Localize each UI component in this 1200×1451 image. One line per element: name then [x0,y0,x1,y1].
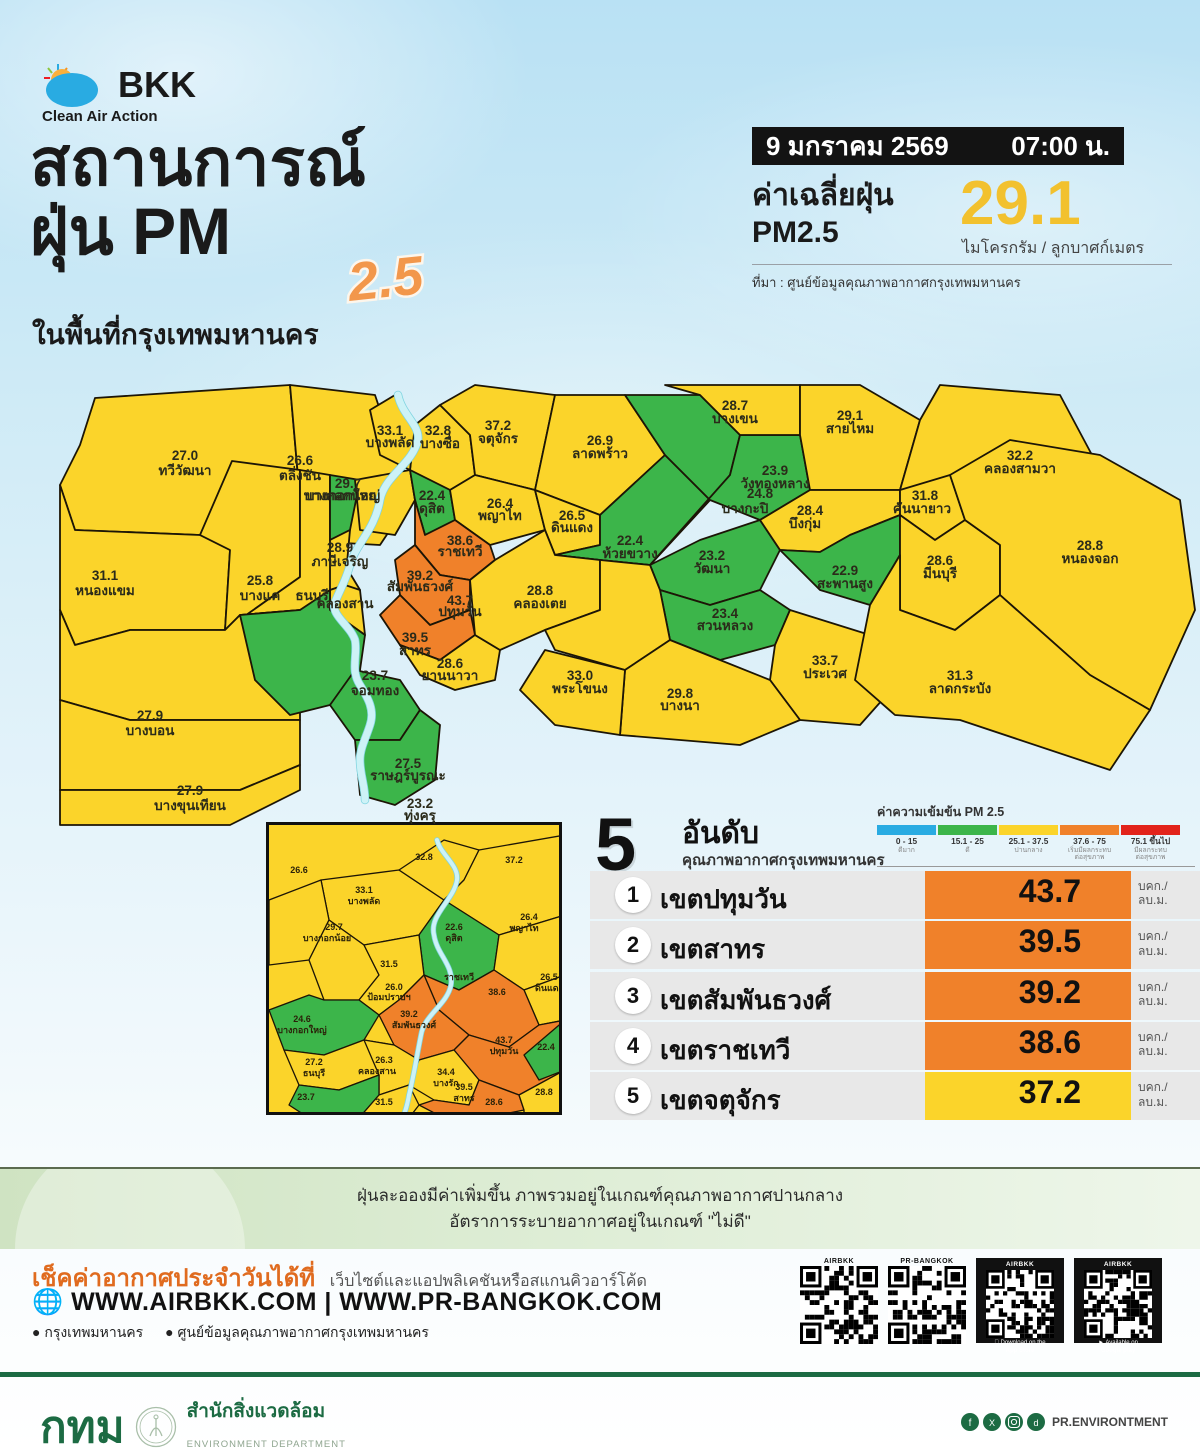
svg-text:ปทุมวัน: ปทุมวัน [438,604,482,620]
svg-text:23.7: 23.7 [362,668,388,683]
svg-text:X: X [989,1418,995,1428]
svg-text:บางเขน: บางเขน [712,411,759,426]
svg-text:24.8: 24.8 [747,486,774,501]
svg-text:สะพานสูง: สะพานสูง [817,576,873,592]
svg-text:คลองสามวา: คลองสามวา [984,461,1056,476]
svg-text:38.6: 38.6 [488,987,506,997]
svg-text:26.4: 26.4 [520,912,538,922]
svg-text:26.6: 26.6 [287,453,314,468]
svg-text:บางกอกใหญ่: บางกอกใหญ่ [277,1024,327,1036]
svg-text:บางพลัด: บางพลัด [348,896,381,906]
svg-text:ดุสิต: ดุสิต [419,501,445,517]
svg-text:ราชเทวี: ราชเทวี [444,972,474,982]
svg-text:มีนบุรี: มีนบุรี [923,566,958,582]
svg-text:34.4: 34.4 [437,1067,455,1077]
svg-text:ทุ่งครุ: ทุ่งครุ [404,808,437,824]
svg-text:27.9: 27.9 [137,708,163,723]
svg-text:28.6: 28.6 [485,1097,503,1107]
svg-text:33.1: 33.1 [355,885,373,895]
svg-text:22.6: 22.6 [445,922,463,932]
svg-text:พญาไท: พญาไท [478,507,522,524]
svg-text:29.7: 29.7 [325,922,343,932]
svg-text:คลองสาน: คลองสาน [358,1066,397,1076]
svg-text:สาทร: สาทร [453,1093,474,1103]
svg-text:28.8: 28.8 [535,1087,553,1097]
svg-text:28.9: 28.9 [327,540,353,555]
svg-text:สาทร: สาทร [399,643,432,658]
svg-text:ยานนาวา: ยานนาวา [422,668,479,683]
svg-text:ห้วยขวาง: ห้วยขวาง [602,546,657,561]
svg-text:ทวีวัฒนา: ทวีวัฒนา [158,463,211,478]
svg-text:บางนา: บางนา [660,698,700,713]
svg-text:จอมทอง: จอมทอง [351,683,400,698]
svg-text:บางแค: บางแค [240,588,280,603]
svg-text:หนองจอก: หนองจอก [1061,551,1118,566]
svg-text:สัมพันธวงศ์: สัมพันธวงศ์ [392,1019,436,1030]
svg-text:ดุสิต: ดุสิต [445,933,462,944]
svg-text:ภาษีเจริญ: ภาษีเจริญ [312,554,369,570]
svg-text:บางกอกน้อย: บางกอกน้อย [303,933,351,943]
svg-text:31.5: 31.5 [380,959,398,969]
svg-text:25.8: 25.8 [247,573,274,588]
svg-text:ดินแดง: ดินแดง [551,520,593,535]
svg-text:บางซื่อ: บางซื่อ [420,433,460,451]
svg-text:สัมพันธวงศ์: สัมพันธวงศ์ [387,578,454,594]
svg-text:สวนหลวง: สวนหลวง [697,618,753,633]
svg-text:บางพลัด: บางพลัด [366,435,415,450]
svg-text:ป้อมปราบฯ: ป้อมปราบฯ [367,992,410,1002]
svg-text:23.7: 23.7 [297,1092,315,1102]
svg-text:บางบอน: บางบอน [126,723,175,738]
svg-text:จตุจักร: จตุจักร [478,431,519,447]
svg-text:หนองแขม: หนองแขม [75,583,135,598]
svg-text:31.1: 31.1 [92,568,119,583]
svg-text:22.4: 22.4 [537,1042,555,1052]
svg-text:พระโขนง: พระโขนง [552,679,608,696]
svg-text:26.0: 26.0 [385,982,403,992]
svg-text:บางกะปิ: บางกะปิ [722,501,769,516]
svg-text:27.0: 27.0 [172,448,198,463]
svg-text:บางขุนเทียน: บางขุนเทียน [154,798,227,814]
svg-text:สายไหม: สายไหม [826,420,874,436]
svg-text:บึงกุ่ม: บึงกุ่ม [789,516,821,532]
svg-text:26.5: 26.5 [540,972,558,982]
svg-text:คันนายาว: คันนายาว [893,501,951,516]
svg-text:วัฒนา: วัฒนา [694,561,731,576]
svg-text:ลาดพร้าว: ลาดพร้าว [572,446,628,461]
svg-text:27.9: 27.9 [177,783,203,798]
svg-text:31.5: 31.5 [375,1097,393,1107]
svg-text:26.3: 26.3 [375,1055,393,1065]
svg-text:คลองเตย: คลองเตย [513,596,566,611]
svg-text:43.7: 43.7 [495,1035,513,1045]
svg-text:ราษฎร์บูรณะ: ราษฎร์บูรณะ [370,767,446,784]
svg-text:ประเวศ: ประเวศ [803,666,847,681]
svg-text:ลาดกระบัง: ลาดกระบัง [929,681,991,696]
svg-text:f: f [969,1418,972,1429]
svg-text:26.6: 26.6 [290,865,308,875]
svg-text:ดินแดง: ดินแดง [535,983,562,993]
svg-text:บางกอกน้อย: บางกอกน้อย [304,488,377,503]
svg-text:พญาไท: พญาไท [509,922,538,934]
svg-text:ปทุมวัน: ปทุมวัน [490,1046,520,1057]
svg-text:27.2: 27.2 [305,1057,323,1067]
svg-text:39.2: 39.2 [400,1009,418,1019]
svg-text:32.8: 32.8 [415,852,433,862]
svg-text:24.6: 24.6 [293,1014,311,1024]
svg-text:PR.ENVIRONTMENT: PR.ENVIRONTMENT [1052,1415,1169,1429]
svg-text:39.5: 39.5 [455,1082,473,1092]
svg-text:37.2: 37.2 [505,855,523,865]
svg-text:ธนบุรี: ธนบุรี [303,1068,325,1079]
svg-text:คลองสาน: คลองสาน [316,596,374,611]
svg-text:ตลิ่งชัน: ตลิ่งชัน [279,465,322,483]
svg-text:ราชเทวี: ราชเทวี [437,544,482,559]
svg-text:d: d [1033,1418,1038,1428]
